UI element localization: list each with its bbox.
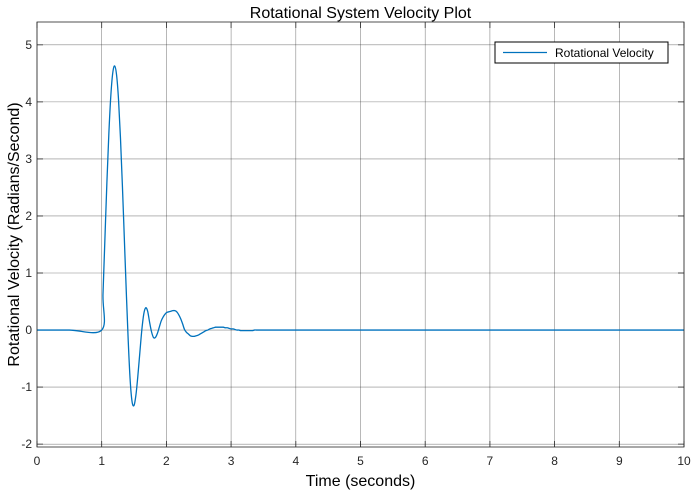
y-axis-label: Rotational Velocity (Radians/Second) xyxy=(6,102,23,366)
x-tick-label: 3 xyxy=(228,454,235,468)
x-tick-label: 2 xyxy=(163,454,170,468)
x-tick-label: 1 xyxy=(98,454,105,468)
x-tick-label: 10 xyxy=(677,454,691,468)
y-tick-label: -2 xyxy=(21,437,32,451)
x-axis-label: Time (seconds) xyxy=(306,473,416,490)
legend-box xyxy=(494,41,669,64)
x-tick-label: 8 xyxy=(551,454,558,468)
y-tick-label: 2 xyxy=(25,209,32,223)
x-tick-label: 6 xyxy=(422,454,429,468)
y-tick-label: -1 xyxy=(21,380,32,394)
y-tick-label: 1 xyxy=(25,266,32,280)
axes-box xyxy=(36,21,685,448)
legend[interactable]: Rotational Velocity xyxy=(494,41,669,64)
x-tick-label: 5 xyxy=(357,454,364,468)
x-tick-label: 7 xyxy=(487,454,494,468)
y-tick-label: 5 xyxy=(25,38,32,52)
y-tick-label: 0 xyxy=(25,323,32,337)
y-ticks: -2 -1 0 1 2 3 4 5 xyxy=(21,38,684,451)
y-tick-label: 3 xyxy=(25,152,32,166)
y-tick-label: 4 xyxy=(25,95,32,109)
x-ticks: 0 1 2 3 4 5 6 7 8 9 10 xyxy=(34,22,691,468)
x-tick-label: 0 xyxy=(34,454,41,468)
x-tick-label: 9 xyxy=(616,454,623,468)
x-tick-label: 4 xyxy=(292,454,299,468)
series-line-rotational-velocity xyxy=(37,65,684,407)
legend-label-rotational-velocity: Rotational Velocity xyxy=(555,46,654,60)
chart-title: Rotational System Velocity Plot xyxy=(250,5,472,22)
